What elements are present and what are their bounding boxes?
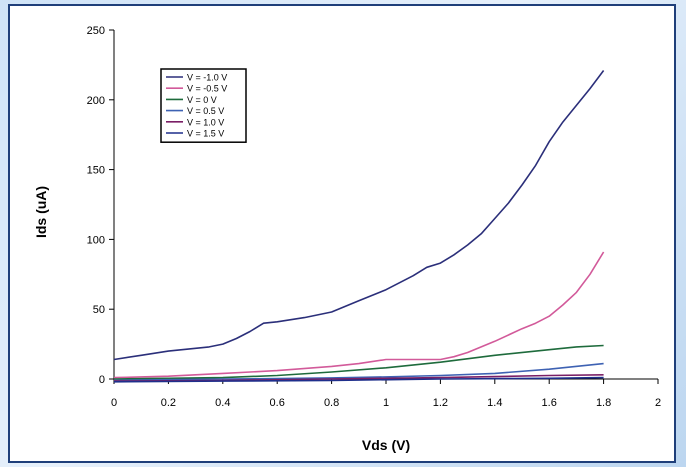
x-tick-label: 1.4 [487, 397, 502, 409]
legend-box [160, 68, 247, 143]
series-line-6 [113, 376, 604, 383]
series-layer [113, 70, 605, 383]
chart: 0 50 100 150 200 250 0 0.2 0.4 0.6 0.8 1 1.2 1.4 1.6 1… [33, 25, 661, 453]
legend: V = -1.0 VV = -0.5 VV = 0 VV = 0.5 VV = … [160, 68, 247, 143]
series-line-1 [113, 70, 605, 361]
legend-label: V = 1.5 V [187, 129, 224, 139]
chart-frame: 0 50 100 150 200 250 0 0.2 0.4 0.6 0.8 1 1.2 1.4 1.6 1… [8, 4, 676, 463]
y-tick-label: 0 [99, 374, 105, 386]
x-tick-label: 1 [383, 397, 389, 409]
x-tick-label: 0.2 [161, 397, 176, 409]
legend-label: V = -1.0 V [187, 73, 227, 83]
legend-label: V = -0.5 V [187, 84, 227, 94]
series-line-2 [113, 251, 605, 379]
x-tick-label: 0.6 [270, 397, 285, 409]
series-line-4 [113, 362, 604, 382]
legend-label: V = 1.0 V [187, 117, 224, 127]
legend-label: V = 0 V [187, 95, 217, 105]
legend-label: V = 0.5 V [187, 106, 224, 116]
x-axis-label: Vds (V) [362, 437, 410, 453]
y-tick-label: 100 [87, 234, 105, 246]
x-tick-label: 0 [111, 397, 117, 409]
x-tick-label: 2 [655, 397, 661, 409]
x-axis: 0 0.2 0.4 0.6 0.8 1 1.2 1.4 1.6 1.8 2 [111, 378, 661, 409]
x-tick-label: 1.2 [433, 397, 448, 409]
x-tick-label: 1.8 [596, 397, 611, 409]
y-axis-label: Ids (uA) [33, 186, 49, 238]
y-tick-label: 50 [93, 304, 105, 316]
y-tick-label: 150 [87, 165, 105, 177]
y-tick-label: 200 [87, 95, 105, 107]
x-tick-label: 0.8 [324, 397, 339, 409]
series-line-3 [113, 344, 604, 380]
y-axis: 0 50 100 150 200 250 [87, 25, 115, 386]
y-tick-label: 250 [87, 25, 105, 37]
x-tick-label: 1.6 [542, 397, 557, 409]
x-tick-label: 0.4 [215, 397, 230, 409]
